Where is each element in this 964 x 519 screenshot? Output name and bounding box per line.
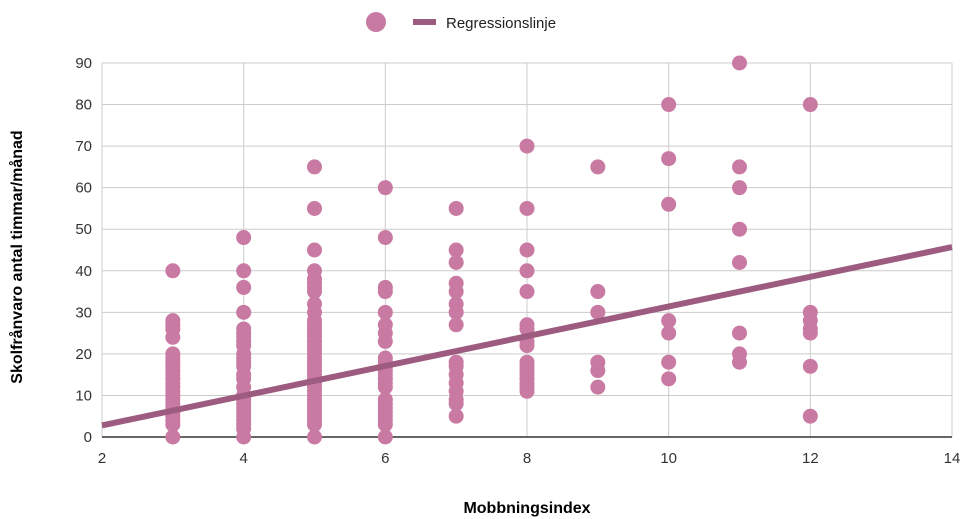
data-point	[519, 338, 535, 354]
data-point	[236, 279, 252, 295]
data-point	[732, 221, 747, 237]
data-point	[377, 417, 393, 433]
y-tick-label: 60	[75, 180, 92, 197]
y-tick-label: 50	[75, 221, 92, 238]
data-point	[519, 138, 535, 154]
data-point	[590, 159, 606, 175]
data-point	[236, 304, 252, 320]
data-point	[377, 230, 393, 246]
data-point	[590, 284, 606, 300]
y-axis-ticks: 0 10 20 30 40 50 60 70 80 90	[75, 55, 92, 446]
x-axis-ticks: 2 4 6 8 10 12 14	[98, 450, 961, 467]
data-point	[236, 263, 252, 279]
x-tick-label: 6	[381, 450, 389, 467]
data-point	[165, 329, 181, 345]
x-axis-title: Mobbningsindex	[463, 500, 590, 517]
data-point	[519, 383, 535, 399]
data-point	[732, 325, 747, 341]
data-point	[307, 159, 322, 175]
data-point	[165, 417, 181, 433]
data-point	[236, 230, 252, 246]
y-tick-label: 0	[84, 429, 92, 446]
data-point	[802, 325, 818, 341]
data-point	[661, 313, 677, 329]
data-point	[165, 263, 181, 279]
data-point	[661, 151, 677, 167]
data-point	[732, 354, 747, 370]
data-point	[519, 263, 535, 279]
data-point	[661, 196, 677, 212]
data-point	[802, 97, 818, 113]
data-point	[165, 429, 181, 445]
data-point	[519, 242, 535, 258]
data-point	[661, 97, 677, 113]
data-point	[590, 304, 606, 320]
data-point	[448, 317, 464, 333]
data-point	[590, 379, 606, 395]
data-point	[448, 304, 464, 320]
data-point	[236, 429, 252, 445]
data-point	[448, 396, 464, 412]
x-tick-label: 8	[523, 450, 531, 467]
legend: Regressionslinje	[366, 12, 556, 32]
x-tick-label: 12	[802, 450, 819, 467]
regression-line	[101, 244, 953, 429]
x-tick-label: 10	[660, 450, 677, 467]
data-point	[661, 354, 677, 370]
data-point	[307, 242, 322, 258]
data-point	[377, 304, 393, 320]
data-point	[307, 200, 322, 216]
y-tick-label: 90	[75, 55, 92, 72]
data-point	[307, 417, 322, 433]
data-point	[377, 429, 393, 445]
data-point	[661, 371, 677, 387]
y-tick-label: 80	[75, 97, 92, 114]
y-axis-title: Skolfrånvaro antal timmar/månad	[8, 130, 26, 383]
data-point	[590, 363, 606, 379]
data-point	[519, 200, 535, 216]
y-tick-label: 70	[75, 138, 92, 155]
y-tick-label: 20	[75, 346, 92, 363]
data-point	[448, 242, 464, 258]
x-tick-label: 4	[239, 450, 247, 467]
x-tick-label: 2	[98, 450, 106, 467]
x-tick-label: 14	[944, 450, 961, 467]
data-point	[448, 254, 464, 270]
data-point	[732, 55, 747, 71]
legend-marker-points	[366, 12, 386, 32]
data-point	[732, 180, 747, 196]
y-tick-label: 10	[75, 387, 92, 404]
data-point	[448, 200, 464, 216]
data-point	[307, 284, 322, 300]
data-point	[802, 408, 818, 424]
data-point	[377, 284, 393, 300]
y-tick-label: 30	[75, 304, 92, 321]
data-point	[732, 254, 747, 270]
y-tick-label: 40	[75, 263, 92, 280]
legend-label-regression: Regressionslinje	[446, 15, 556, 32]
data-point	[377, 379, 393, 395]
data-point	[307, 429, 322, 445]
data-point	[661, 325, 677, 341]
data-point	[448, 284, 464, 300]
data-point	[377, 333, 393, 349]
data-point	[519, 284, 535, 300]
data-point	[732, 159, 747, 175]
data-point	[448, 408, 464, 424]
data-point	[802, 358, 818, 374]
data-points	[165, 55, 818, 445]
data-point	[377, 180, 393, 196]
